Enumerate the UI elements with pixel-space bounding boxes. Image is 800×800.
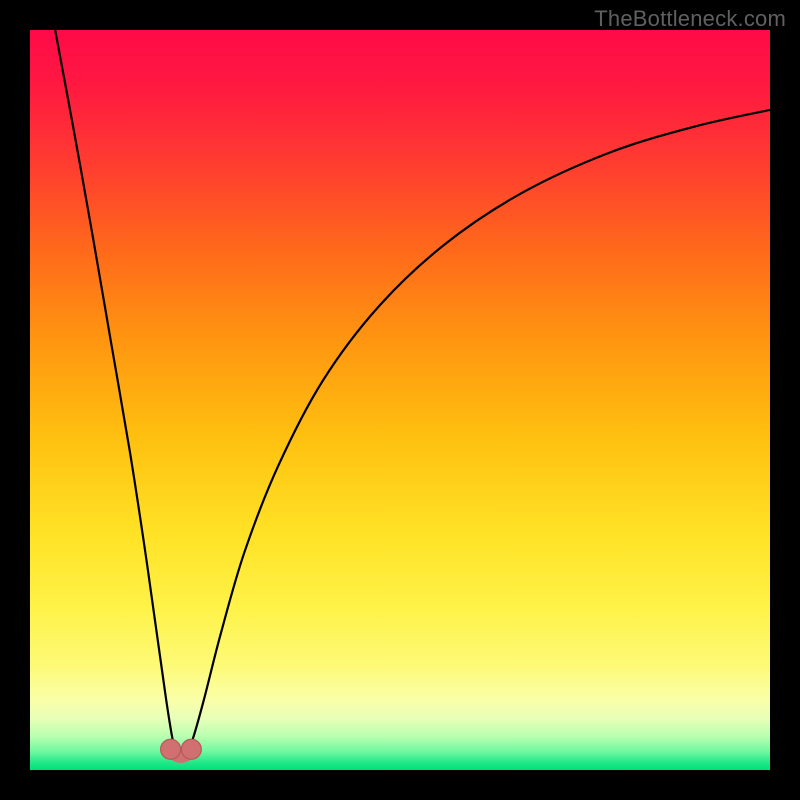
bottleneck-curve-chart [30, 30, 770, 770]
plot-area [30, 30, 770, 770]
optimal-marker [161, 739, 181, 759]
chart-frame: TheBottleneck.com [0, 0, 800, 800]
gradient-background [30, 30, 770, 770]
watermark-text: TheBottleneck.com [594, 6, 786, 32]
optimal-marker [181, 739, 201, 759]
